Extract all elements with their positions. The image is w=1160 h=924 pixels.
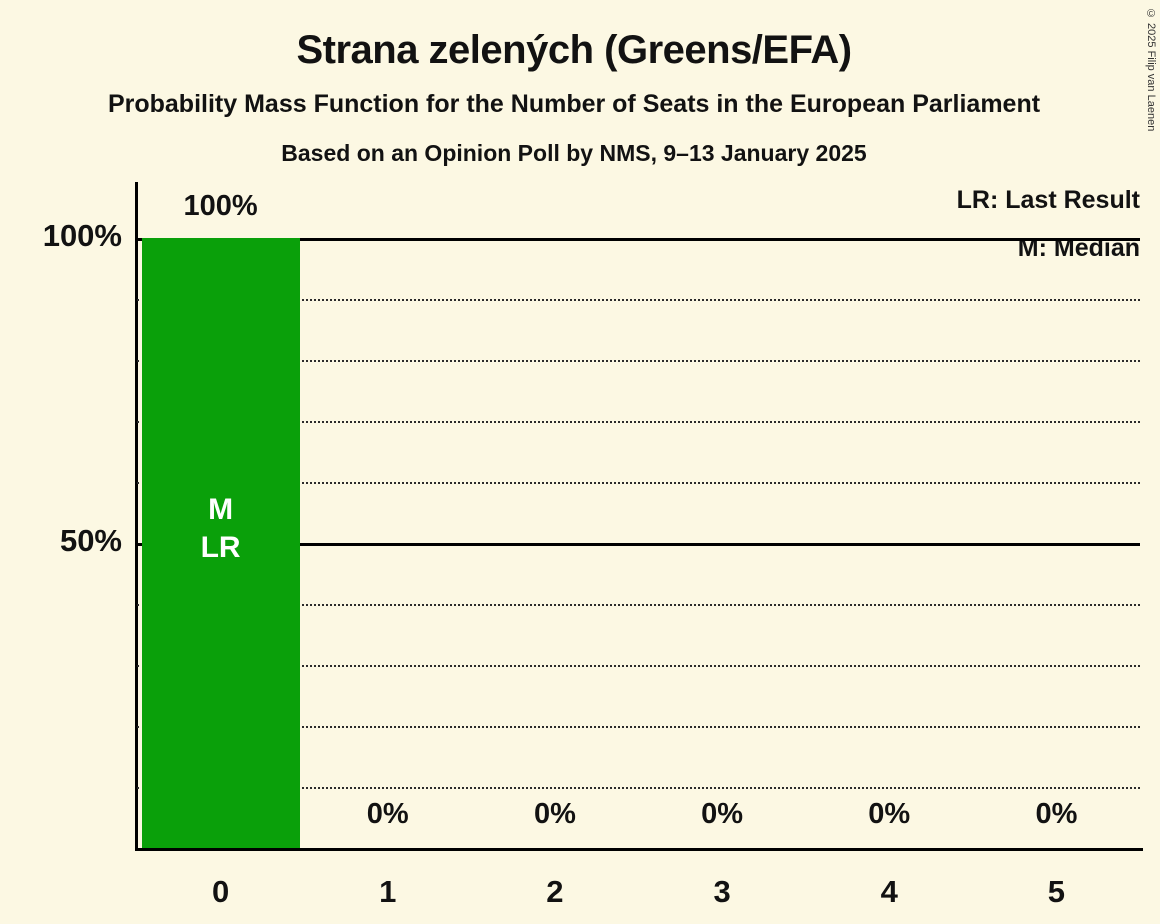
x-tick-label: 2: [546, 874, 564, 909]
marker-line: M: [208, 493, 234, 526]
x-tick-label: 1: [379, 874, 397, 909]
probability-bar: [142, 238, 301, 848]
bar-value-label: 0%: [533, 798, 576, 830]
gridline-dotted: [137, 787, 1140, 789]
bar-value-label: 0%: [868, 798, 911, 830]
bar-value-label: 0%: [1035, 798, 1078, 830]
bar-value-label: 0%: [701, 798, 744, 830]
x-tick-label: 5: [1047, 874, 1066, 909]
x-axis-line: [135, 848, 1143, 851]
chart-title: Strana zelených (Greens/EFA): [296, 28, 852, 72]
copyright-notice: © 2025 Filip van Laenen: [1145, 8, 1157, 132]
y-tick-label: 50%: [59, 523, 122, 558]
median-last-result-marker: M LR: [201, 491, 241, 567]
gridline-dotted: [137, 604, 1140, 606]
gridline-dotted: [137, 726, 1140, 728]
plot-area: 100% 0% 0% 0% 0% 0% M LR: [137, 190, 1140, 848]
gridline-dotted: [137, 665, 1140, 667]
gridline-solid: [137, 543, 1140, 546]
x-tick-label: 4: [880, 874, 898, 909]
chart-poll-info: Based on an Opinion Poll by NMS, 9–13 Ja…: [281, 140, 867, 166]
gridline-dotted: [137, 421, 1140, 423]
y-tick-label: 100%: [42, 218, 122, 253]
gridline-dotted: [137, 360, 1140, 362]
gridline-dotted: [137, 482, 1140, 484]
bar-value-label: 0%: [366, 798, 409, 830]
gridline-solid: [137, 238, 1140, 241]
bar-value-label: 100%: [183, 190, 258, 222]
x-tick-label: 3: [713, 874, 731, 909]
chart-subtitle: Probability Mass Function for the Number…: [107, 90, 1041, 118]
marker-line: LR: [200, 531, 241, 564]
y-axis-line: [135, 182, 138, 851]
x-tick-label: 0: [211, 874, 230, 909]
gridline-dotted: [137, 299, 1140, 301]
legend-last-result: LR: Last Result: [956, 186, 1140, 214]
